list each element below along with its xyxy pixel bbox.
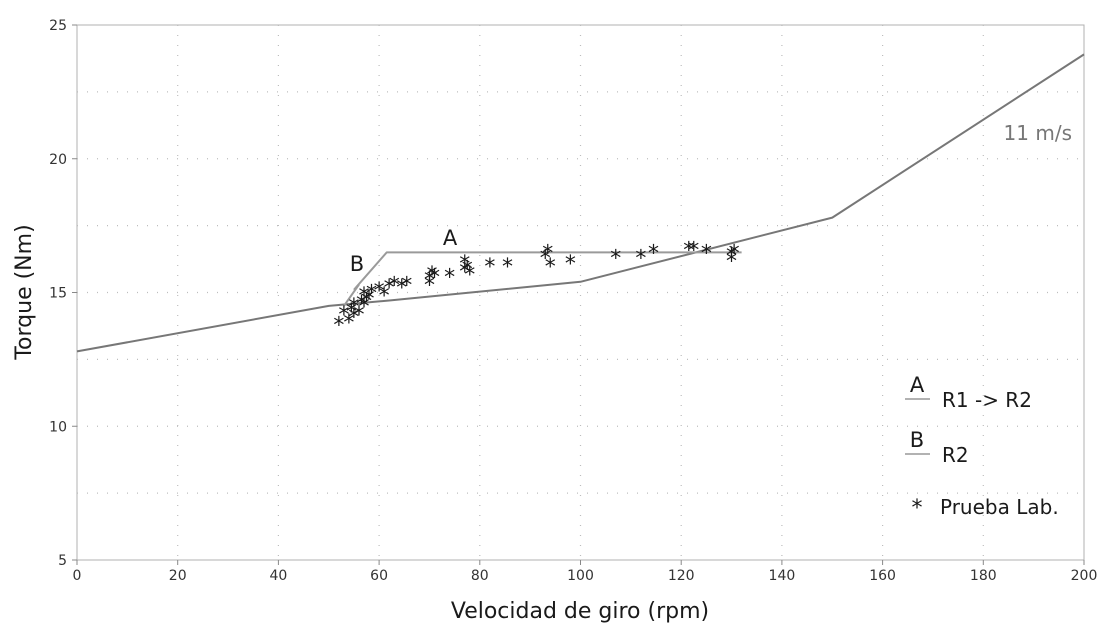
series-line-b-r2 [343,283,360,307]
legend-label-a: R1 -> R2 [942,388,1032,412]
scatter-point: * [396,276,407,301]
scatter-point: * [688,239,699,264]
legend-label-b: R2 [942,443,969,467]
x-tick-label: 100 [567,568,594,584]
x-tick-label: 160 [869,568,896,584]
scatter-point: * [444,265,455,290]
scatter-point: * [726,244,737,269]
scatter-point: * [545,255,556,280]
scatter-point: * [502,255,513,280]
scatter-points: ******************* **** * **** * * *** * * * * ** *… [333,239,739,339]
scatter-point: * [348,295,359,320]
legend-item-lab: * Prueba Lab. [912,495,1059,521]
x-tick-label: 120 [668,568,695,584]
scatter-point: * [610,247,621,272]
scatter-point: * [540,247,551,272]
legend: A R1 -> R2 B R2 * Prueba Lab. [905,373,1059,521]
scatter-point: * [358,284,369,309]
legend-label-lab: Prueba Lab. [940,495,1059,519]
annotation-b: B [350,252,364,276]
y-tick-label: 15 [49,286,67,302]
scatter-point: * [424,268,435,293]
x-tick-label: 0 [73,568,82,584]
scatter-point: * [358,295,369,320]
scatter-point: * [459,260,470,285]
y-tick-label: 20 [49,152,67,168]
scatter-point: * [729,241,740,266]
scatter-point: * [464,263,475,288]
scatter-point: * [401,273,412,298]
y-tick-label: 25 [49,18,67,34]
scatter-point: * [348,306,359,331]
y-axis-title: Torque (Nm) [12,224,37,360]
scatter-point: * [565,252,576,277]
scatter-point: * [635,247,646,272]
x-tick-label: 20 [169,568,187,584]
annotation-wind-speed: 11 m/s [1004,121,1072,145]
scatter-point: * [462,257,473,282]
plot-area [76,24,1085,561]
scatter-point: * [364,287,375,312]
legend-letter-b: B [910,428,924,452]
scatter-point: * [426,263,437,288]
x-tick-labels: 0 20 40 60 80 100 120 140 160 180 200 [73,560,1098,584]
scatter-point: * [701,241,712,266]
x-tick-label: 60 [370,568,388,584]
scatter-point: * [356,292,367,317]
legend-marker-lab: * [912,496,923,521]
scatter-point: * [542,241,553,266]
x-axis-title: Velocidad de giro (rpm) [451,599,709,624]
x-tick-label: 40 [269,568,287,584]
x-tick-label: 80 [471,568,489,584]
series-lines [76,53,1085,353]
x-tick-label: 200 [1071,568,1098,584]
series-line-wind-11 [76,53,1085,353]
x-tick-label: 140 [769,568,796,584]
scatter-point: * [726,249,737,274]
scatter-point: * [648,241,659,266]
x-tick-label: 180 [970,568,997,584]
scatter-point: * [343,311,354,336]
scatter-point: * [459,252,470,277]
scatter-point: * [683,239,694,264]
legend-letter-a: A [910,373,925,397]
scatter-point: * [424,273,435,298]
scatter-point: * [366,282,377,307]
legend-item-b: B R2 [905,428,969,467]
scatter-point: * [374,279,385,304]
annotation-a: A [443,226,458,250]
y-tick-label: 10 [49,419,67,435]
scatter-point: * [333,314,344,339]
scatter-point: * [429,265,440,290]
y-tick-label: 5 [58,553,67,569]
scatter-point: * [384,276,395,301]
series-line-a-r1-r2 [353,251,742,291]
y-tick-labels: 5 10 15 20 25 [49,18,77,569]
scatter-point: * [389,273,400,298]
scatter-point: * [361,290,372,315]
scatter-point: * [379,284,390,309]
scatter-point: * [484,255,495,280]
scatter-point: * [338,303,349,328]
scatter-point: * [346,300,357,325]
legend-item-a: A R1 -> R2 [905,373,1032,412]
scatter-point: * [353,303,364,328]
